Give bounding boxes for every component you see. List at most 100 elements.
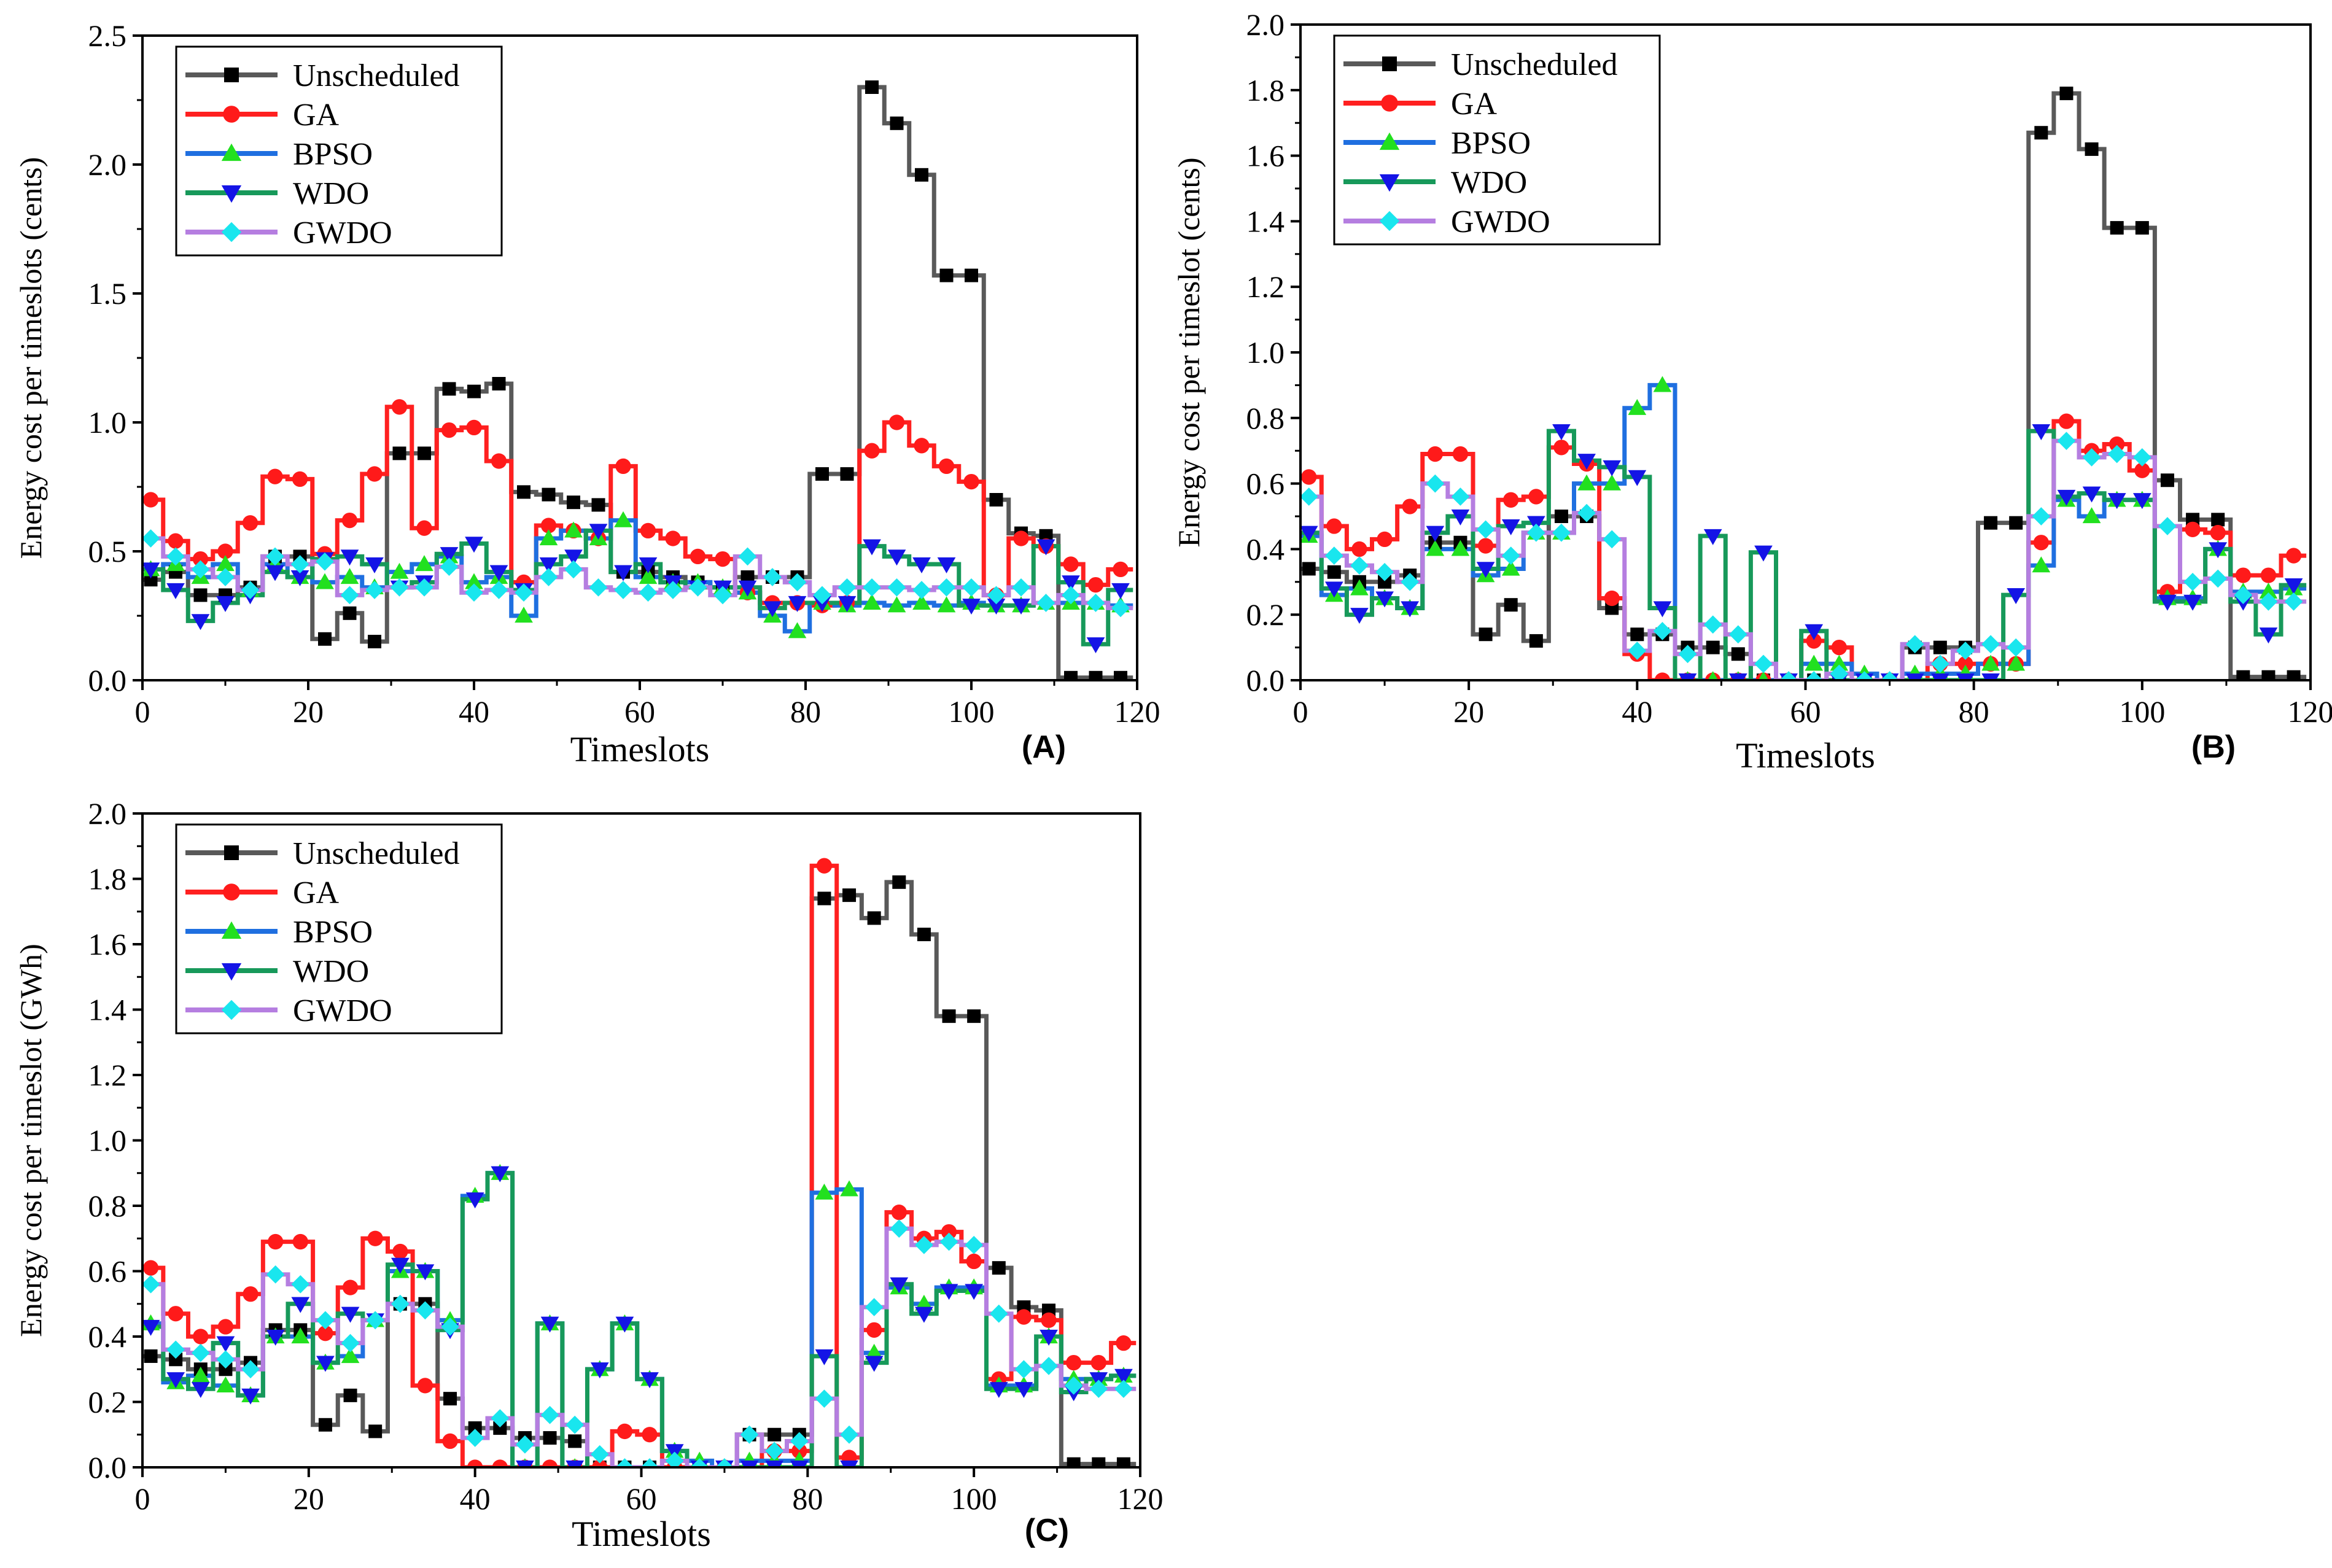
marker-unscheduled-8 bbox=[343, 606, 357, 620]
marker-ga-30 bbox=[2058, 413, 2075, 429]
marker-ga-4 bbox=[243, 1286, 258, 1302]
marker-unscheduled-39 bbox=[1114, 670, 1127, 680]
marker-wdo-10 bbox=[1552, 424, 1571, 441]
marker-wdo-6 bbox=[291, 1297, 310, 1313]
marker-ga-2 bbox=[1351, 541, 1367, 557]
marker-wdo-10 bbox=[391, 1257, 410, 1274]
marker-bpso-29 bbox=[865, 1343, 884, 1360]
marker-unscheduled-3 bbox=[219, 1362, 233, 1376]
legend-label: GA bbox=[293, 98, 340, 133]
marker-wdo-2 bbox=[191, 1382, 210, 1399]
marker-wdo-39 bbox=[1111, 583, 1130, 599]
marker-bpso-32 bbox=[937, 596, 956, 613]
marker-wdo-31 bbox=[915, 1306, 933, 1323]
marker-ga-legend bbox=[223, 883, 240, 901]
marker-bpso-legend bbox=[221, 143, 242, 161]
marker-bpso-13 bbox=[1628, 398, 1647, 415]
marker-ga-33 bbox=[2134, 462, 2150, 478]
legend-label: GWDO bbox=[293, 215, 392, 250]
y-tick-label: 2.0 bbox=[1246, 7, 1285, 42]
marker-gwdo-33 bbox=[962, 578, 981, 597]
marker-gwdo-25 bbox=[765, 1442, 784, 1461]
series-markers-bpso bbox=[142, 1163, 1133, 1467]
marker-wdo-35 bbox=[1014, 1382, 1033, 1399]
marker-wdo-34 bbox=[987, 599, 1006, 615]
marker-bpso-21 bbox=[1830, 654, 1849, 671]
marker-ga-13 bbox=[466, 419, 482, 436]
marker-ga-9 bbox=[367, 466, 383, 482]
legend-label: GA bbox=[293, 875, 340, 910]
marker-wdo-31 bbox=[912, 557, 931, 573]
marker-gwdo-27 bbox=[813, 586, 831, 605]
marker-unscheduled-33 bbox=[2135, 221, 2149, 235]
marker-bpso-16 bbox=[1708, 671, 1719, 680]
marker-wdo-legend bbox=[221, 963, 242, 981]
marker-wdo-25 bbox=[765, 1460, 784, 1467]
marker-unscheduled-39 bbox=[2287, 670, 2301, 680]
marker-wdo-17 bbox=[1728, 673, 1747, 680]
marker-wdo-30 bbox=[887, 549, 906, 566]
marker-wdo-1 bbox=[166, 583, 185, 599]
marker-gwdo-18 bbox=[589, 578, 608, 597]
marker-gwdo-15 bbox=[515, 583, 533, 602]
y-axis-title: Energy cost per timeslot (cents) bbox=[1172, 157, 1206, 547]
marker-gwdo-10 bbox=[1552, 523, 1571, 542]
marker-ga-29 bbox=[866, 1322, 882, 1338]
x-tick-label: 40 bbox=[460, 1481, 491, 1516]
marker-bpso-28 bbox=[2007, 654, 2026, 671]
x-tick-label: 60 bbox=[1790, 694, 1821, 729]
marker-gwdo-2 bbox=[1350, 556, 1369, 575]
x-tick-label: 80 bbox=[792, 1481, 823, 1516]
series-markers-gwdo bbox=[142, 529, 1130, 618]
marker-unscheduled-25 bbox=[768, 1427, 782, 1442]
marker-unscheduled-32 bbox=[2110, 221, 2124, 235]
marker-gwdo-0 bbox=[142, 529, 160, 548]
marker-gwdo-38 bbox=[2259, 592, 2278, 611]
marker-gwdo-29 bbox=[2032, 507, 2051, 526]
marker-gwdo-34 bbox=[987, 586, 1006, 605]
marker-unscheduled-10 bbox=[392, 446, 406, 460]
marker-ga-10 bbox=[391, 399, 408, 415]
marker-gwdo-24 bbox=[738, 547, 757, 566]
marker-gwdo-38 bbox=[1089, 1380, 1108, 1399]
marker-bpso-2 bbox=[1350, 579, 1369, 596]
marker-ga-7 bbox=[317, 1325, 333, 1341]
marker-ga-31 bbox=[914, 438, 930, 454]
marker-gwdo-12 bbox=[441, 1318, 459, 1336]
marker-unscheduled-legend bbox=[1382, 56, 1397, 71]
marker-wdo-26 bbox=[790, 1460, 809, 1467]
marker-gwdo-26 bbox=[790, 1432, 809, 1451]
marker-gwdo-29 bbox=[865, 1298, 884, 1316]
marker-unscheduled-0 bbox=[144, 1349, 158, 1363]
marker-gwdo-8 bbox=[340, 586, 359, 605]
marker-bpso-3 bbox=[216, 1376, 235, 1393]
marker-unscheduled-8 bbox=[1504, 598, 1518, 612]
x-axis: 0 20 40 60 80 100 120 bbox=[1293, 680, 2332, 729]
marker-wdo-17 bbox=[564, 549, 583, 566]
x-axis-title: Timeslots bbox=[570, 729, 710, 769]
marker-gwdo-23 bbox=[1880, 671, 1899, 680]
marker-gwdo-18 bbox=[1754, 654, 1773, 673]
marker-unscheduled-38 bbox=[2261, 670, 2276, 680]
marker-wdo-26 bbox=[1956, 673, 1975, 680]
y-tick-label: 1.2 bbox=[88, 1058, 127, 1092]
legend-item-wdo: WDO bbox=[185, 954, 369, 989]
x-tick-label: 100 bbox=[949, 694, 995, 729]
marker-bpso-27 bbox=[815, 1183, 834, 1200]
marker-ga-32 bbox=[2109, 436, 2125, 452]
marker-wdo-24 bbox=[1905, 673, 1924, 680]
marker-gwdo-17 bbox=[566, 1415, 585, 1434]
marker-bpso-19 bbox=[614, 511, 632, 527]
marker-wdo-32 bbox=[2107, 493, 2126, 510]
marker-wdo-30 bbox=[890, 1277, 909, 1294]
marker-bpso-6 bbox=[1451, 540, 1470, 556]
legend-item-bpso: BPSO bbox=[185, 137, 373, 172]
marker-gwdo-15 bbox=[516, 1435, 534, 1454]
marker-bpso-15 bbox=[515, 607, 533, 623]
marker-wdo-17 bbox=[566, 1460, 585, 1467]
marker-gwdo-20 bbox=[640, 1458, 659, 1467]
marker-bpso-10 bbox=[390, 562, 409, 579]
marker-unscheduled-18 bbox=[591, 498, 605, 512]
marker-ga-21 bbox=[665, 530, 681, 546]
marker-gwdo-24 bbox=[1905, 635, 1924, 654]
